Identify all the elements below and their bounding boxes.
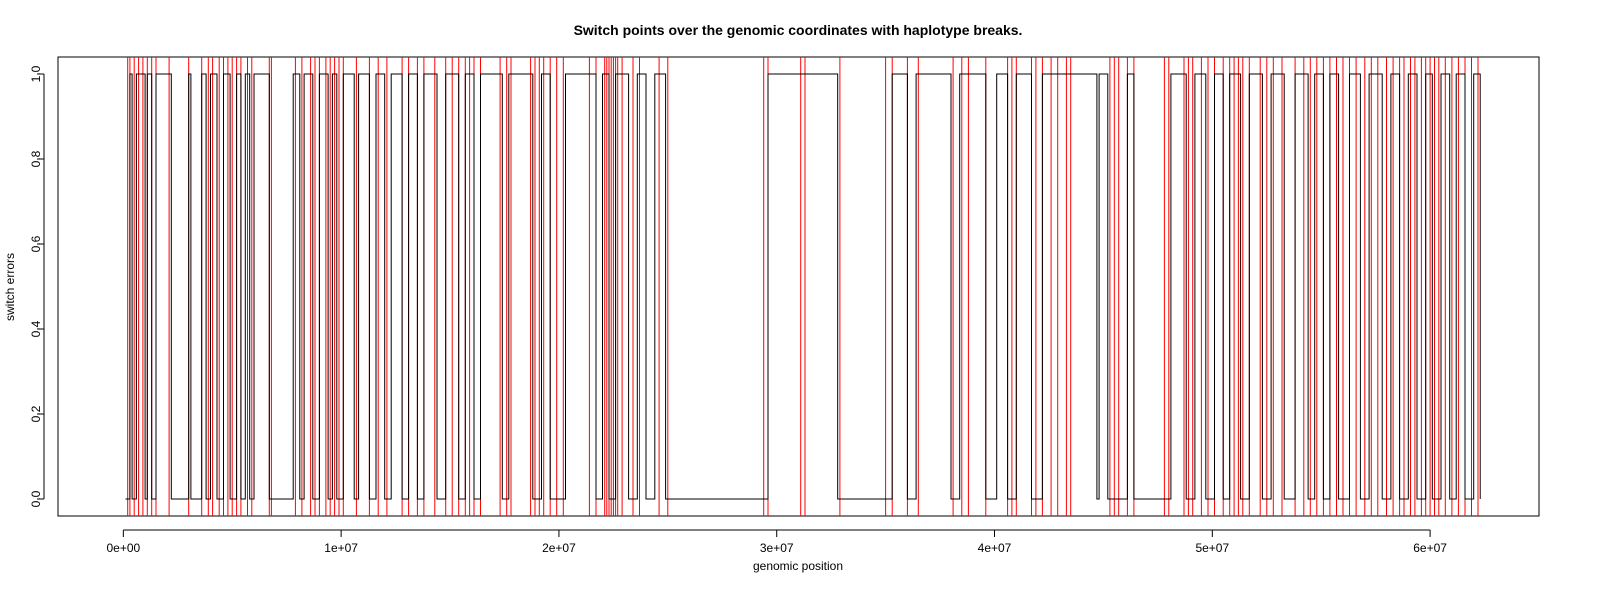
chart-title: Switch points over the genomic coordinat… [574,22,1023,38]
y-tick-label: 0.4 [29,320,43,337]
y-tick-label: 0.0 [29,490,43,507]
haplotype-break-lines [127,57,1479,516]
switch-error-series [125,73,1481,500]
y-tick-label: 1.0 [29,65,43,82]
x-tick-label: 5e+07 [1195,541,1229,555]
switch-error-line [125,73,1481,500]
y-axis: 0.0 0.2 0.4 0.6 0.8 1.0 [29,65,45,507]
x-tick-label: 6e+07 [1413,541,1447,555]
x-tick-label: 3e+07 [760,541,794,555]
x-tick-label: 2e+07 [542,541,576,555]
plot-frame [57,56,1540,517]
x-axis-label: genomic position [753,559,843,573]
x-tick-label: 0e+00 [106,541,140,555]
y-tick-label: 0.2 [29,405,43,422]
x-tick-label: 4e+07 [978,541,1012,555]
x-tick-label: 1e+07 [324,541,358,555]
y-tick-label: 0.6 [29,235,43,252]
y-tick-label: 0.8 [29,150,43,167]
y-axis-label: switch errors [3,253,17,321]
x-axis: 0e+00 1e+07 2e+07 3e+07 4e+07 5e+07 6e+07 [106,529,1447,555]
